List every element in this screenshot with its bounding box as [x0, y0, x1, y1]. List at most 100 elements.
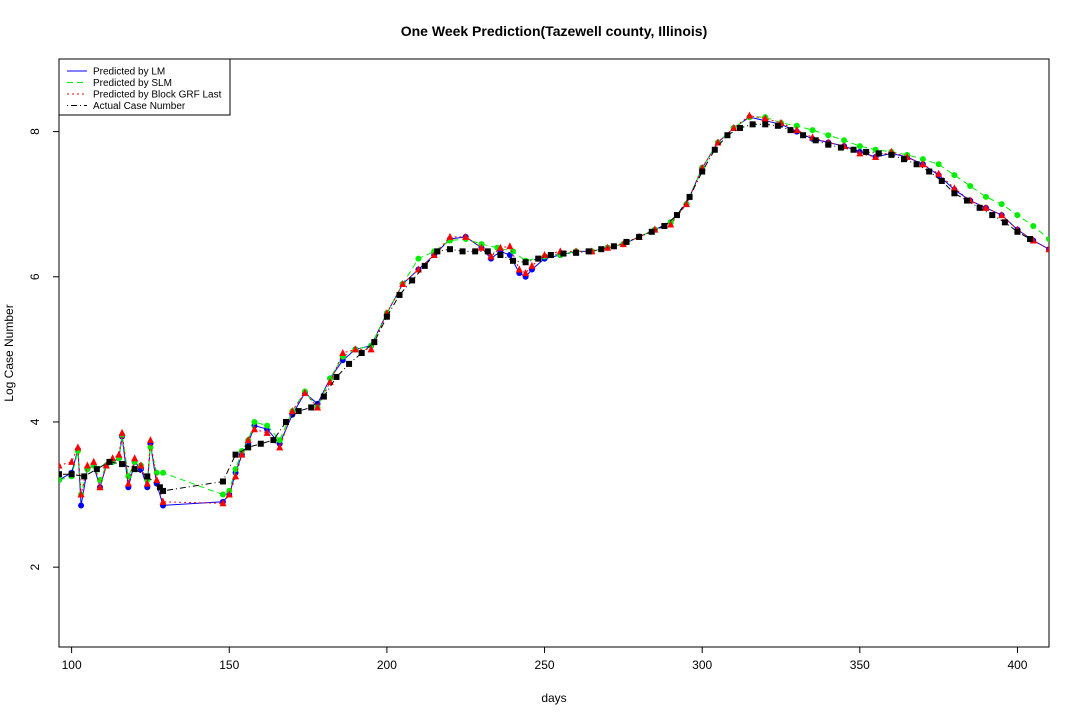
- data-point-predicted-by-block-grf-last: [462, 232, 470, 240]
- data-point-actual-case-number: [711, 146, 718, 153]
- data-point-predicted-by-slm: [841, 137, 848, 144]
- data-point-predicted-by-slm: [856, 143, 863, 150]
- data-point-predicted-by-block-grf-last: [998, 211, 1006, 219]
- data-point-actual-case-number: [661, 222, 668, 229]
- data-point-predicted-by-block-grf-last: [314, 403, 322, 411]
- data-point-actual-case-number: [938, 177, 945, 184]
- data-point-predicted-by-block-grf-last: [935, 169, 943, 177]
- data-point-actual-case-number: [699, 168, 706, 175]
- data-point-predicted-by-block-grf-last: [872, 153, 880, 160]
- data-point-predicted-by-block-grf-last: [982, 203, 990, 211]
- data-point-actual-case-number: [673, 212, 680, 219]
- data-point-actual-case-number: [837, 144, 844, 151]
- data-point-actual-case-number: [724, 132, 731, 139]
- data-point-predicted-by-block-grf-last: [59, 461, 63, 469]
- x-tick-label: 250: [535, 658, 555, 672]
- data-point-actual-case-number: [573, 249, 580, 256]
- data-point-predicted-by-block-grf-last: [153, 476, 161, 484]
- x-tick-label: 150: [219, 658, 239, 672]
- data-point-actual-case-number: [976, 204, 983, 211]
- legend-box: [58, 58, 231, 116]
- data-point-actual-case-number: [106, 458, 113, 465]
- data-point-actual-case-number: [295, 408, 302, 415]
- data-point-predicted-by-block-grf-last: [276, 443, 284, 451]
- data-point-predicted-by-block-grf-last: [667, 220, 675, 228]
- data-point-actual-case-number: [81, 473, 88, 480]
- data-point-actual-case-number: [219, 478, 226, 485]
- data-point-predicted-by-block-grf-last: [528, 261, 536, 269]
- axes-layer: 100 150 200 250 300 350 400 2 4 6 8: [28, 128, 1028, 672]
- data-point-predicted-by-slm: [147, 444, 154, 451]
- data-point-actual-case-number: [497, 252, 504, 258]
- y-tick-label: 4: [28, 418, 42, 425]
- data-point-actual-case-number: [257, 440, 264, 447]
- data-point-predicted-by-block-grf-last: [487, 252, 495, 260]
- x-tick-label: 400: [1007, 658, 1027, 672]
- data-point-predicted-by-block-grf-last: [856, 149, 864, 157]
- x-tick-label: 300: [692, 658, 712, 672]
- y-axis-label: Log Case Number: [2, 304, 16, 401]
- x-tick-label: 350: [850, 658, 870, 672]
- data-point-actual-case-number: [964, 197, 971, 204]
- data-point-actual-case-number: [825, 141, 832, 148]
- y-tick-label: 8: [28, 128, 42, 135]
- data-point-predicted-by-block-grf-last: [446, 232, 454, 240]
- data-point-actual-case-number: [346, 360, 353, 367]
- data-point-actual-case-number: [160, 487, 167, 494]
- data-point-actual-case-number: [68, 471, 75, 478]
- data-point-predicted-by-block-grf-last: [301, 388, 309, 396]
- data-point-actual-case-number: [560, 250, 567, 257]
- data-point-predicted-by-block-grf-last: [131, 454, 139, 462]
- data-point-predicted-by-slm: [919, 156, 926, 163]
- data-point-actual-case-number: [472, 248, 479, 255]
- data-point-predicted-by-block-grf-last: [506, 242, 514, 250]
- data-point-predicted-by-block-grf-last: [118, 428, 126, 436]
- legend-label: Predicted by SLM: [93, 78, 172, 89]
- data-point-actual-case-number: [59, 471, 62, 478]
- data-point-actual-case-number: [396, 291, 403, 298]
- data-point-predicted-by-block-grf-last: [351, 345, 359, 353]
- data-point-predicted-by-block-grf-last: [115, 450, 123, 458]
- data-point-actual-case-number: [484, 248, 491, 255]
- data-point-actual-case-number: [119, 461, 126, 468]
- chart-title: One Week Prediction(Tazewell county, Ill…: [401, 23, 708, 39]
- data-point-actual-case-number: [1001, 219, 1008, 226]
- series-layer: [59, 111, 1049, 509]
- data-point-predicted-by-slm: [967, 183, 974, 190]
- data-point-actual-case-number: [308, 404, 315, 411]
- data-point-actual-case-number: [93, 466, 100, 473]
- data-point-actual-case-number: [383, 313, 390, 320]
- series-line-predicted-by-slm: [59, 116, 1049, 496]
- data-point-actual-case-number: [446, 246, 453, 253]
- data-point-actual-case-number: [585, 248, 592, 255]
- data-point-actual-case-number: [459, 248, 466, 255]
- data-point-predicted-by-slm: [809, 127, 816, 134]
- data-point-actual-case-number: [888, 151, 895, 158]
- x-tick-label: 200: [377, 658, 397, 672]
- data-point-actual-case-number: [812, 137, 819, 144]
- data-point-actual-case-number: [270, 437, 277, 444]
- data-point-predicted-by-block-grf-last: [619, 240, 627, 248]
- data-point-actual-case-number: [510, 257, 517, 264]
- data-point-predicted-by-block-grf-last: [146, 436, 154, 444]
- data-point-actual-case-number: [144, 473, 151, 480]
- data-point-predicted-by-block-grf-last: [339, 349, 347, 356]
- data-point-predicted-by-slm: [793, 122, 800, 129]
- data-point-actual-case-number: [850, 146, 857, 153]
- data-point-predicted-by-slm: [264, 422, 271, 429]
- data-point-predicted-by-lm: [78, 502, 85, 509]
- data-point-predicted-by-block-grf-last: [263, 428, 271, 436]
- data-point-predicted-by-block-grf-last: [496, 243, 504, 251]
- x-tick-label: 100: [62, 658, 82, 672]
- legend-label: Predicted by LM: [93, 67, 165, 78]
- series-line-predicted-by-block-grf-last: [59, 115, 1049, 504]
- data-point-predicted-by-slm: [125, 473, 132, 480]
- data-point-predicted-by-slm: [998, 201, 1005, 208]
- data-point-actual-case-number: [787, 127, 794, 134]
- data-point-actual-case-number: [333, 373, 340, 380]
- data-point-actual-case-number: [409, 277, 416, 284]
- data-point-actual-case-number: [283, 418, 290, 425]
- data-point-predicted-by-block-grf-last: [77, 490, 85, 498]
- data-point-predicted-by-block-grf-last: [515, 265, 523, 273]
- data-point-actual-case-number: [421, 262, 428, 269]
